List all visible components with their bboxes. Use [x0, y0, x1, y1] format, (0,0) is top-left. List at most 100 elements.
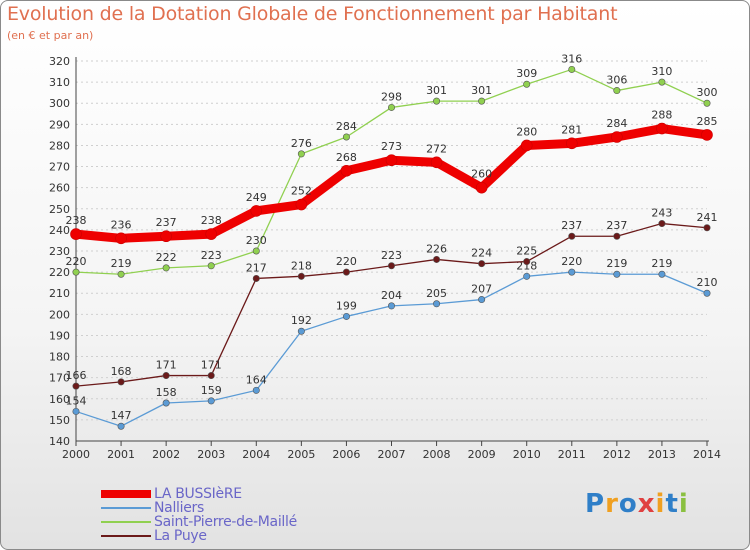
legend-label: Nalliers [154, 500, 204, 516]
data-label: 220 [66, 255, 87, 268]
data-point [703, 224, 711, 232]
y-tick-label: 170 [49, 372, 70, 385]
data-label: 285 [697, 115, 718, 128]
y-tick-label: 180 [49, 351, 70, 364]
data-label: 280 [516, 125, 537, 138]
y-tick-label: 310 [49, 76, 70, 89]
data-point [387, 103, 395, 111]
data-label: 237 [156, 216, 177, 229]
data-label: 171 [156, 359, 177, 372]
legend-item: Nalliers [101, 500, 361, 516]
x-tick-label: 2004 [242, 448, 270, 461]
data-label: 241 [697, 211, 718, 224]
data-point [162, 264, 170, 272]
data-label: 218 [291, 259, 312, 272]
data-label: 301 [426, 84, 447, 97]
x-tick-label: 2007 [378, 448, 406, 461]
data-point [250, 205, 263, 217]
x-tick-label: 2011 [558, 448, 586, 461]
data-point [207, 397, 215, 405]
data-point [252, 386, 260, 394]
data-point [162, 372, 170, 380]
y-tick-label: 210 [49, 287, 70, 300]
data-point [117, 270, 125, 278]
data-label: 222 [156, 251, 177, 264]
data-point [523, 272, 531, 280]
data-point [613, 270, 621, 278]
legend-swatch [101, 521, 151, 523]
data-point [523, 80, 531, 88]
data-label: 207 [471, 283, 492, 296]
data-label: 268 [336, 151, 357, 164]
data-point [475, 181, 488, 194]
y-tick-label: 190 [49, 329, 70, 342]
y-tick-label: 200 [49, 308, 70, 321]
data-label: 199 [336, 299, 357, 312]
data-point [656, 122, 668, 135]
data-label: 164 [246, 373, 267, 386]
data-label: 210 [697, 276, 718, 289]
data-label: 223 [201, 249, 222, 262]
legend-item: Saint-Pierre-de-Maillé [101, 514, 361, 530]
data-point [611, 131, 623, 143]
proxiti-logo: Proxiti [585, 489, 689, 519]
data-label: 192 [291, 314, 312, 327]
data-point [340, 164, 353, 177]
data-label: 219 [651, 257, 672, 270]
data-label: 281 [561, 123, 582, 136]
data-label: 217 [246, 261, 267, 274]
x-tick-label: 2013 [648, 448, 676, 461]
x-tick-label: 2003 [197, 448, 225, 461]
data-point [701, 129, 713, 141]
data-point [252, 247, 260, 255]
data-point [117, 378, 125, 386]
data-label: 168 [111, 365, 132, 378]
data-point [568, 65, 576, 73]
data-label: 309 [516, 67, 537, 80]
data-point [478, 97, 486, 105]
y-tick-label: 250 [49, 203, 70, 216]
data-point [568, 268, 576, 276]
data-label: 204 [381, 289, 402, 302]
data-point [115, 232, 127, 245]
x-tick-label: 2005 [287, 448, 315, 461]
data-point [207, 372, 215, 380]
data-label: 284 [336, 120, 357, 133]
x-tick-label: 2001 [107, 448, 135, 461]
y-tick-label: 300 [49, 97, 70, 110]
y-tick-label: 260 [49, 182, 70, 195]
data-label: 158 [156, 386, 177, 399]
data-point [613, 87, 621, 95]
data-point [342, 133, 350, 141]
data-point [160, 230, 172, 243]
data-label: 171 [201, 359, 222, 372]
data-label: 243 [651, 207, 672, 220]
data-label: 224 [471, 247, 492, 260]
data-point [385, 154, 398, 167]
data-label: 223 [381, 249, 402, 262]
data-label: 219 [111, 257, 132, 270]
data-point [252, 274, 260, 282]
data-point [342, 268, 350, 276]
data-label: 310 [651, 65, 672, 78]
data-point [520, 139, 533, 152]
data-label: 238 [201, 214, 222, 227]
data-label: 220 [561, 255, 582, 268]
data-label: 147 [111, 409, 132, 422]
y-tick-label: 270 [49, 161, 70, 174]
data-label: 273 [381, 140, 402, 153]
data-label: 252 [291, 185, 312, 198]
data-label: 298 [381, 90, 402, 103]
data-label: 288 [651, 109, 672, 122]
data-point [387, 302, 395, 310]
y-tick-label: 150 [49, 414, 70, 427]
y-tick-label: 160 [49, 393, 70, 406]
data-label: 236 [111, 218, 132, 231]
legend-label: La Puye [154, 528, 207, 544]
data-point [523, 258, 531, 266]
legend-item: La Puye [101, 528, 361, 544]
data-point [117, 422, 125, 430]
data-label: 237 [606, 219, 627, 232]
y-tick-label: 230 [49, 245, 70, 258]
